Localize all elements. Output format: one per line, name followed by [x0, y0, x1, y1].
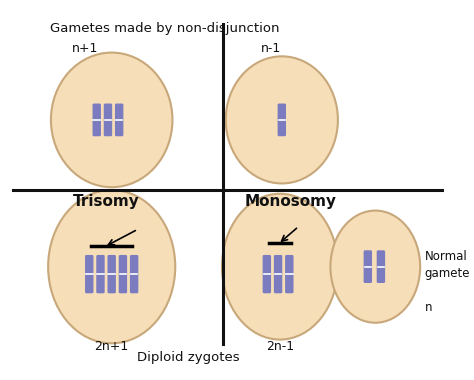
- Text: n+1: n+1: [73, 42, 99, 55]
- FancyBboxPatch shape: [85, 255, 93, 293]
- Text: 2n-1: 2n-1: [266, 340, 294, 353]
- FancyBboxPatch shape: [118, 255, 127, 293]
- Ellipse shape: [48, 190, 175, 343]
- Text: Diploid zygotes: Diploid zygotes: [137, 351, 240, 364]
- Text: Gametes made by non-disjunction: Gametes made by non-disjunction: [50, 22, 280, 35]
- FancyBboxPatch shape: [108, 255, 116, 293]
- Text: 2n+1: 2n+1: [95, 340, 129, 353]
- FancyBboxPatch shape: [130, 255, 138, 293]
- FancyBboxPatch shape: [104, 103, 112, 136]
- FancyBboxPatch shape: [115, 103, 123, 136]
- FancyBboxPatch shape: [278, 103, 286, 136]
- Ellipse shape: [226, 56, 338, 184]
- FancyBboxPatch shape: [92, 103, 101, 136]
- Ellipse shape: [222, 194, 338, 340]
- Text: Normal
gamete

n: Normal gamete n: [425, 250, 470, 314]
- Text: Monosomy: Monosomy: [245, 194, 337, 209]
- FancyBboxPatch shape: [285, 255, 293, 293]
- FancyBboxPatch shape: [96, 255, 105, 293]
- FancyBboxPatch shape: [263, 255, 271, 293]
- Text: n-1: n-1: [261, 42, 281, 55]
- Text: Trisomy: Trisomy: [73, 194, 139, 209]
- FancyBboxPatch shape: [364, 250, 372, 283]
- FancyBboxPatch shape: [274, 255, 283, 293]
- Ellipse shape: [51, 52, 173, 187]
- Ellipse shape: [330, 211, 420, 323]
- FancyBboxPatch shape: [377, 250, 385, 283]
